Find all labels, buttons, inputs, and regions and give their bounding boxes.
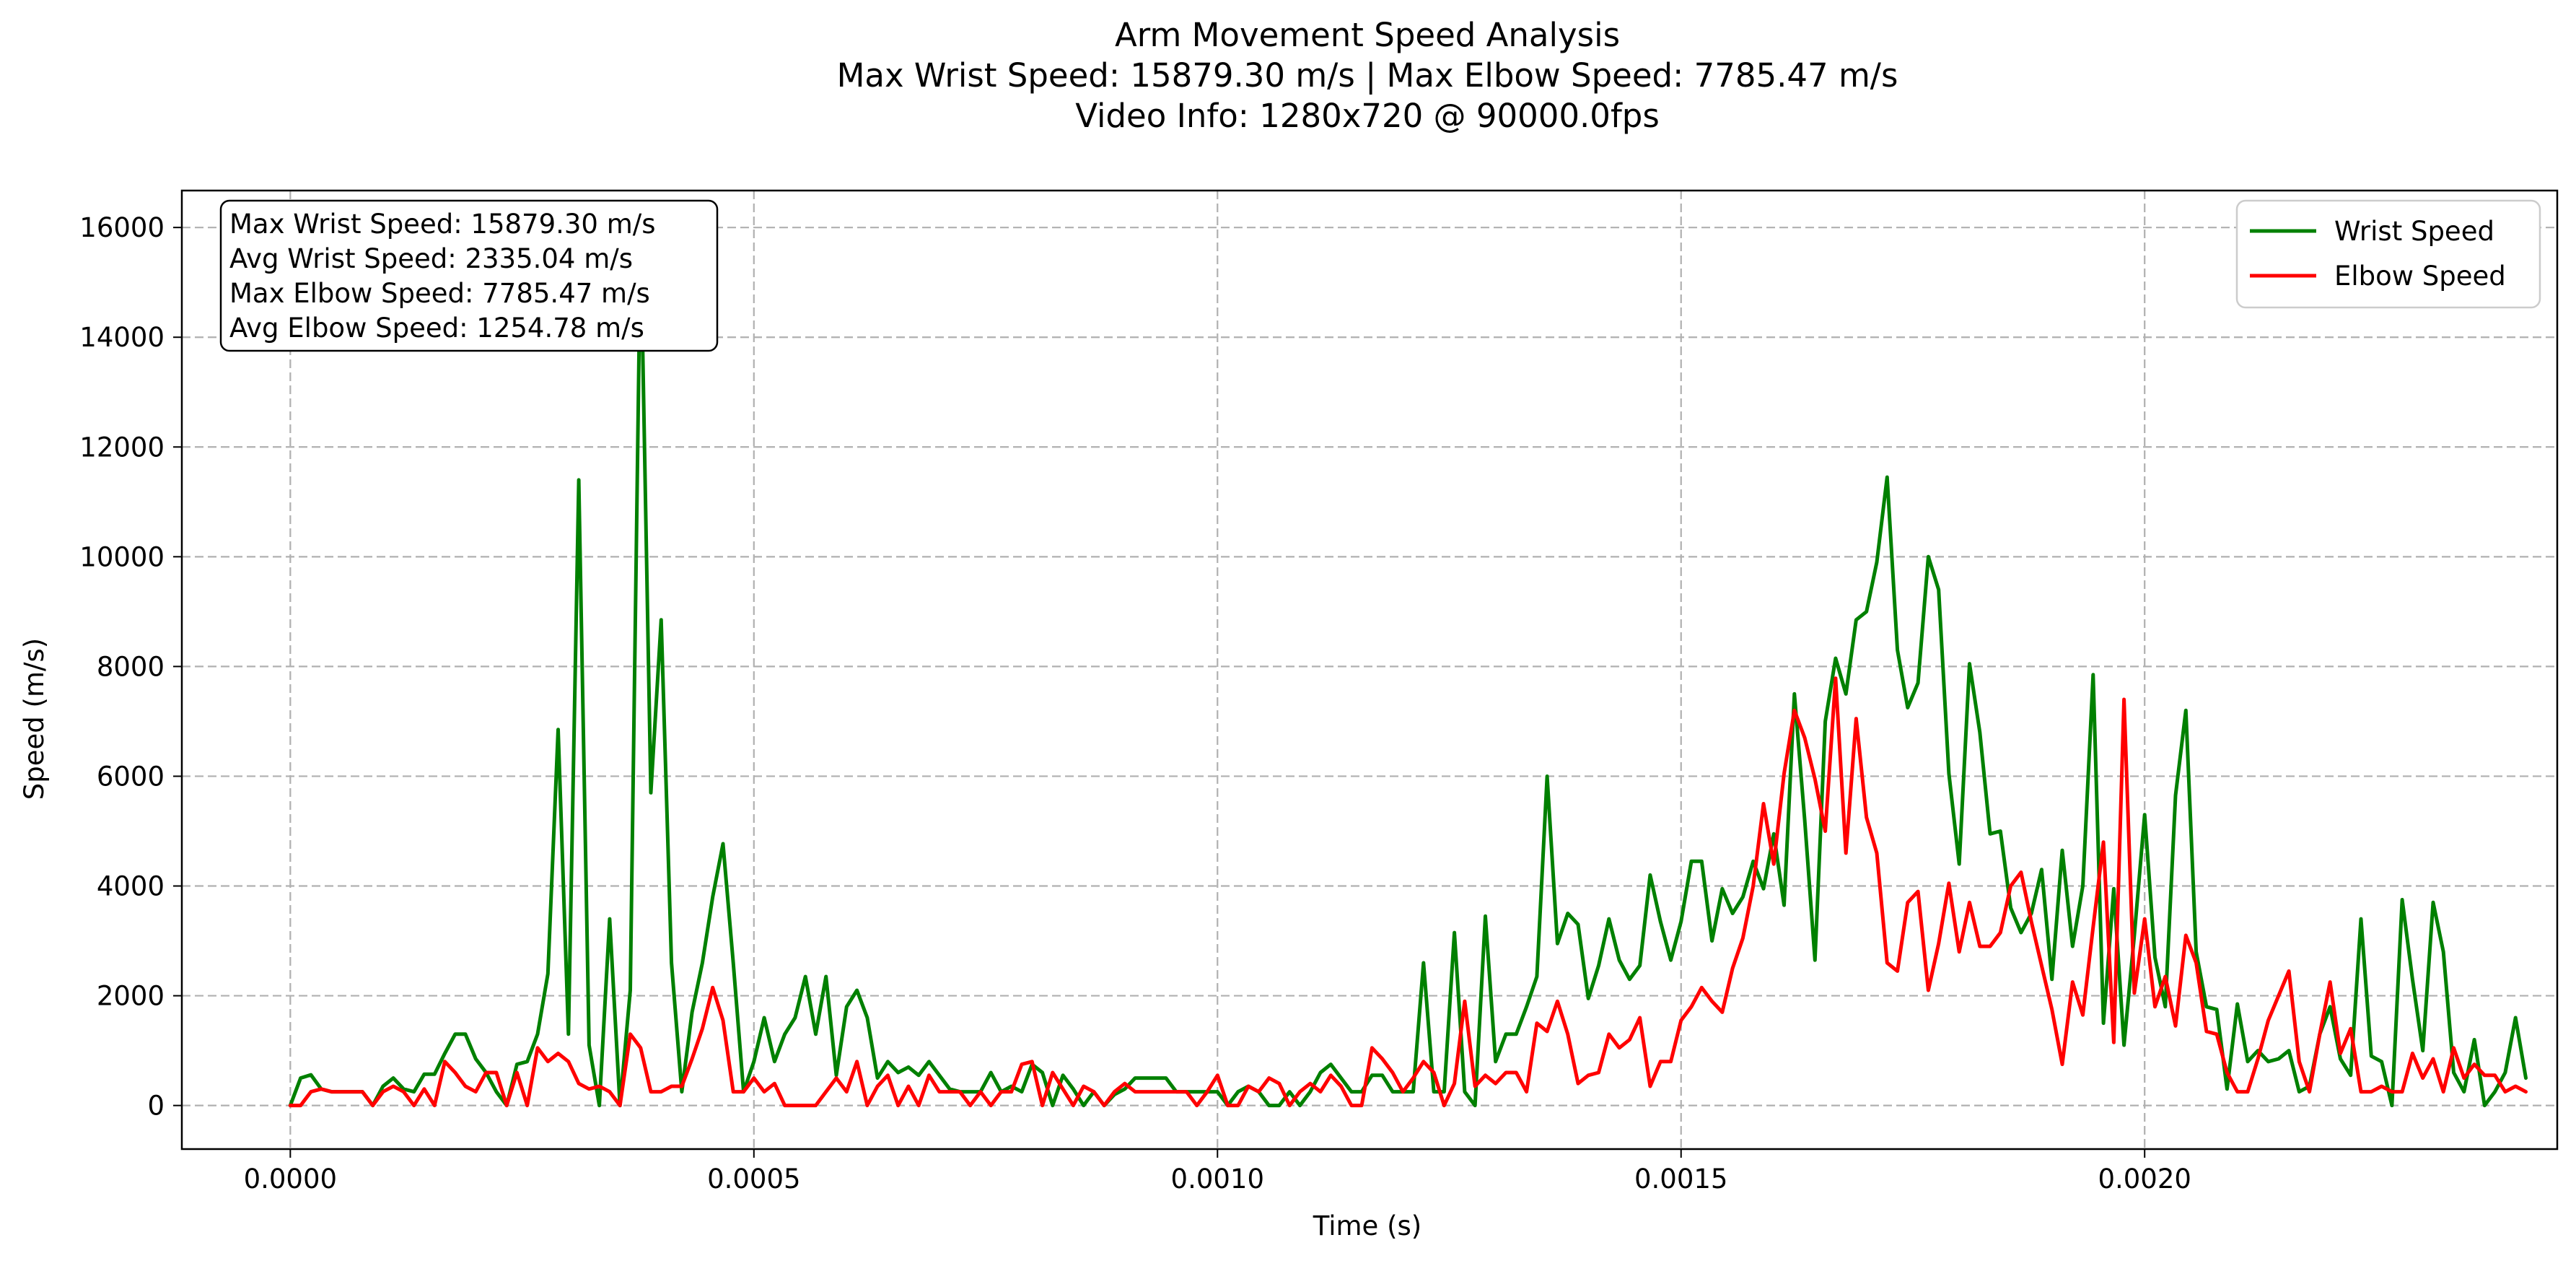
x-tick-label: 0.0015 — [1634, 1164, 1727, 1195]
stats-max-wrist: Max Wrist Speed: 15879.30 m/s — [229, 209, 656, 240]
x-tick-label: 0.0020 — [2098, 1164, 2191, 1195]
y-tick-label: 12000 — [79, 432, 165, 463]
x-axis-label: Time (s) — [1313, 1210, 1421, 1241]
series-line-elbow-speed — [288, 676, 2528, 1108]
legend-frame — [2235, 199, 2541, 309]
series-lines — [288, 232, 2528, 1108]
x-tick-label: 0.0000 — [244, 1164, 337, 1195]
chart-title: Arm Movement Speed Analysis — [1115, 16, 1620, 54]
stats-avg-wrist: Avg Wrist Speed: 2335.04 m/s — [229, 243, 633, 274]
y-tick-label: 8000 — [97, 651, 165, 682]
chart-subtitle: Max Wrist Speed: 15879.30 m/s | Max Elbo… — [837, 56, 1898, 95]
x-tick-label: 0.0010 — [1171, 1164, 1264, 1195]
stats-avg-elbow: Avg Elbow Speed: 1254.78 m/s — [229, 313, 644, 344]
y-tick-label: 6000 — [97, 761, 165, 792]
stats-box-frame — [219, 199, 719, 352]
y-tick-label: 10000 — [79, 541, 165, 572]
legend: Wrist Speed Elbow Speed — [2235, 199, 2541, 309]
y-axis-label: Speed (m/s) — [19, 638, 50, 800]
legend-label-elbow: Elbow Speed — [2334, 261, 2506, 292]
legend-label-wrist: Wrist Speed — [2334, 216, 2494, 247]
stats-max-elbow: Max Elbow Speed: 7785.47 m/s — [229, 278, 650, 309]
axis-ticks: 0.0000 0.0005 0.0010 0.0015 0.0020 0 2000 4000 6… — [79, 212, 2191, 1195]
series-line-wrist-speed — [288, 232, 2528, 1108]
y-tick-label: 14000 — [79, 322, 165, 353]
chart-subtitle-video-info: Video Info: 1280x720 @ 90000.0fps — [1075, 97, 1660, 135]
y-tick-label: 0 — [147, 1091, 165, 1122]
y-tick-label: 4000 — [97, 871, 165, 902]
y-tick-label: 2000 — [97, 981, 165, 1012]
y-tick-label: 16000 — [79, 212, 165, 243]
stats-box: Max Wrist Speed: 15879.30 m/s Avg Wrist … — [219, 199, 719, 352]
plot-area-frame — [180, 189, 2559, 1151]
x-tick-label: 0.0005 — [707, 1164, 800, 1195]
